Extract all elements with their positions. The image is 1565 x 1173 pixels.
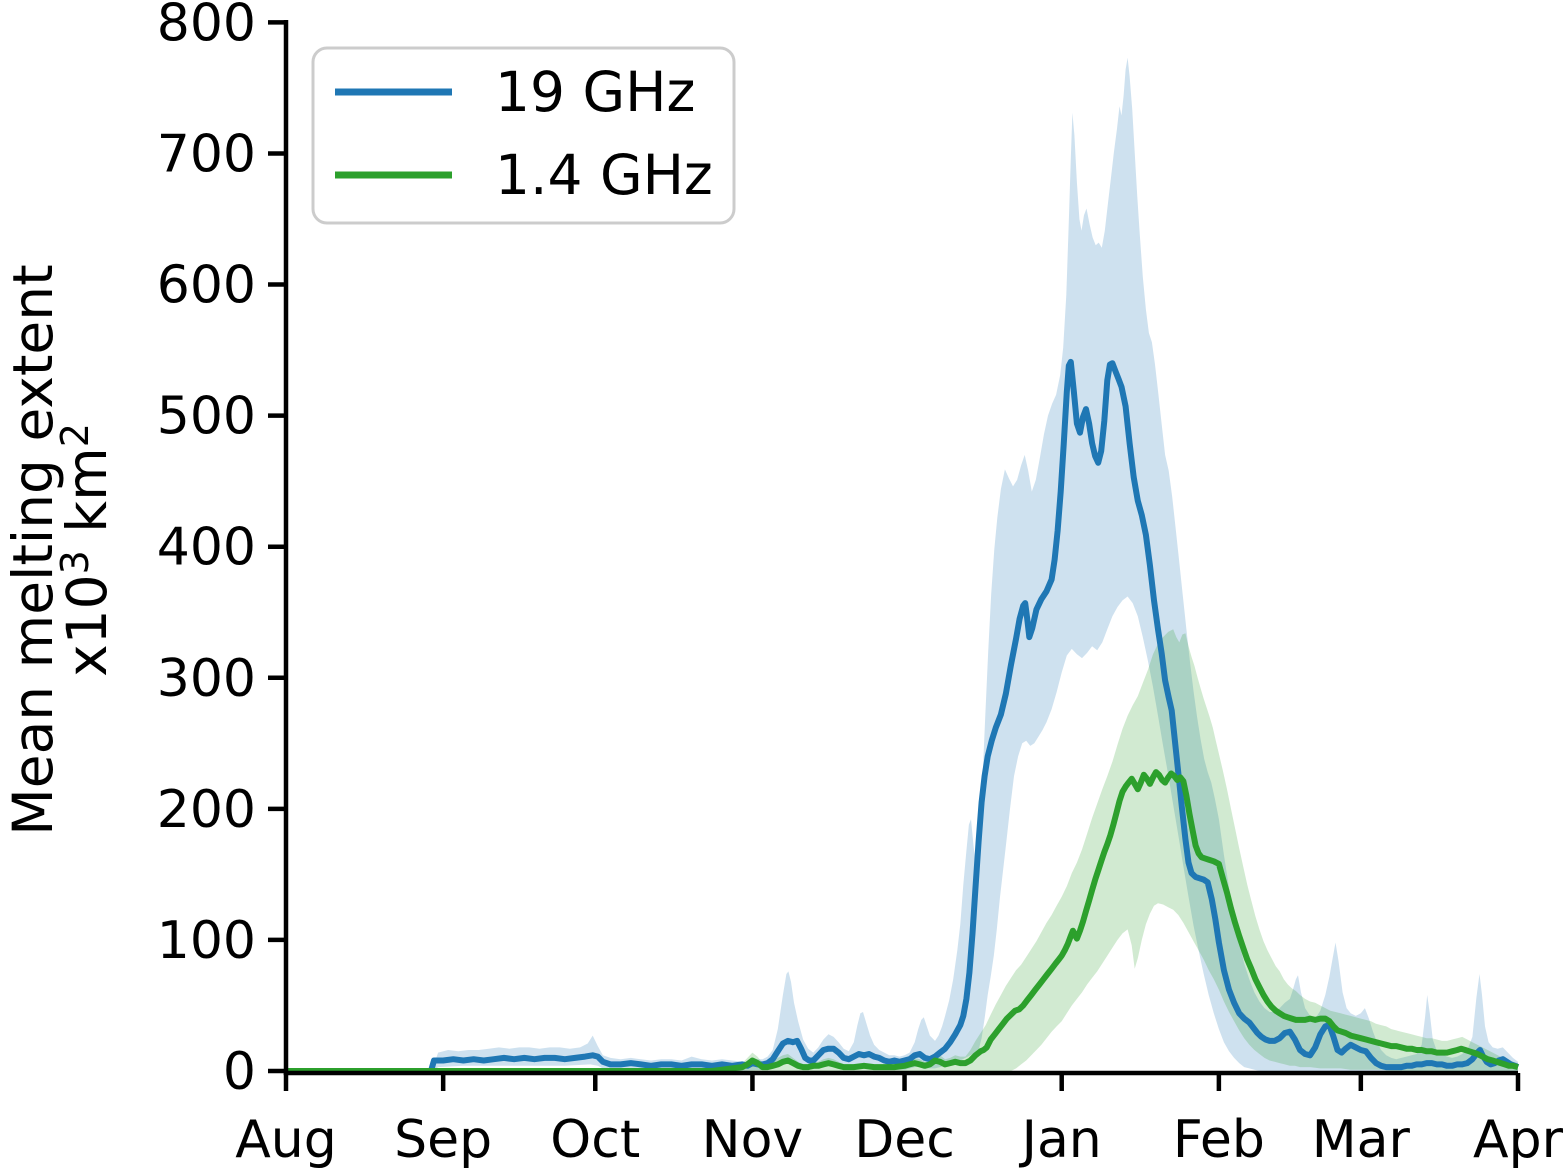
- x-tick-label: Oct: [550, 1110, 640, 1169]
- y-axis-tick-labels: 0 100 200 300 400 500 600 700 800: [157, 0, 256, 1102]
- x-axis-ticks: [283, 1073, 1521, 1091]
- y-axis-label: Mean melting extent x103 km2: [1, 264, 119, 835]
- band-19ghz: [286, 57, 1518, 1072]
- legend: 19 GHz 1.4 GHz: [311, 46, 736, 225]
- legend-label-19ghz: 19 GHz: [495, 60, 695, 124]
- y-tick-label: 0: [223, 1042, 256, 1102]
- y-axis-label-line2: x103 km2: [53, 423, 119, 677]
- y-tick-label: 200: [157, 780, 256, 840]
- uncertainty-bands: [286, 57, 1518, 1072]
- y-tick-label: 800: [157, 0, 256, 53]
- x-tick-label: Nov: [702, 1110, 804, 1169]
- series-lines: [286, 358, 1520, 1074]
- x-tick-label: Dec: [854, 1110, 955, 1169]
- legend-label-1p4ghz: 1.4 GHz: [495, 143, 713, 207]
- y-axis-label-line1: Mean melting extent: [1, 264, 65, 835]
- x-tick-label: Apr: [1473, 1110, 1564, 1169]
- y-tick-label: 500: [157, 387, 256, 447]
- y-axis-ticks: [268, 20, 286, 1074]
- x-tick-label: Mar: [1312, 1110, 1411, 1169]
- line-14ghz: [286, 769, 1519, 1074]
- x-tick-label: Aug: [235, 1110, 337, 1169]
- x-tick-label: Jan: [1019, 1110, 1102, 1169]
- axes: 0 100 200 300 400 500 600 700 800 Aug Sep Oct Nov De…: [157, 0, 1564, 1170]
- y-tick-label: 400: [157, 518, 256, 578]
- y-tick-label: 700: [157, 124, 256, 184]
- y-tick-label: 300: [157, 649, 256, 709]
- band-14ghz: [286, 629, 1518, 1071]
- x-tick-label: Feb: [1173, 1110, 1265, 1169]
- x-axis-tick-labels: Aug Sep Oct Nov Dec Jan Feb Mar Apr: [235, 1110, 1564, 1170]
- y-tick-label: 600: [157, 256, 256, 316]
- x-tick-label: Sep: [394, 1110, 492, 1169]
- y-tick-label: 100: [157, 911, 256, 971]
